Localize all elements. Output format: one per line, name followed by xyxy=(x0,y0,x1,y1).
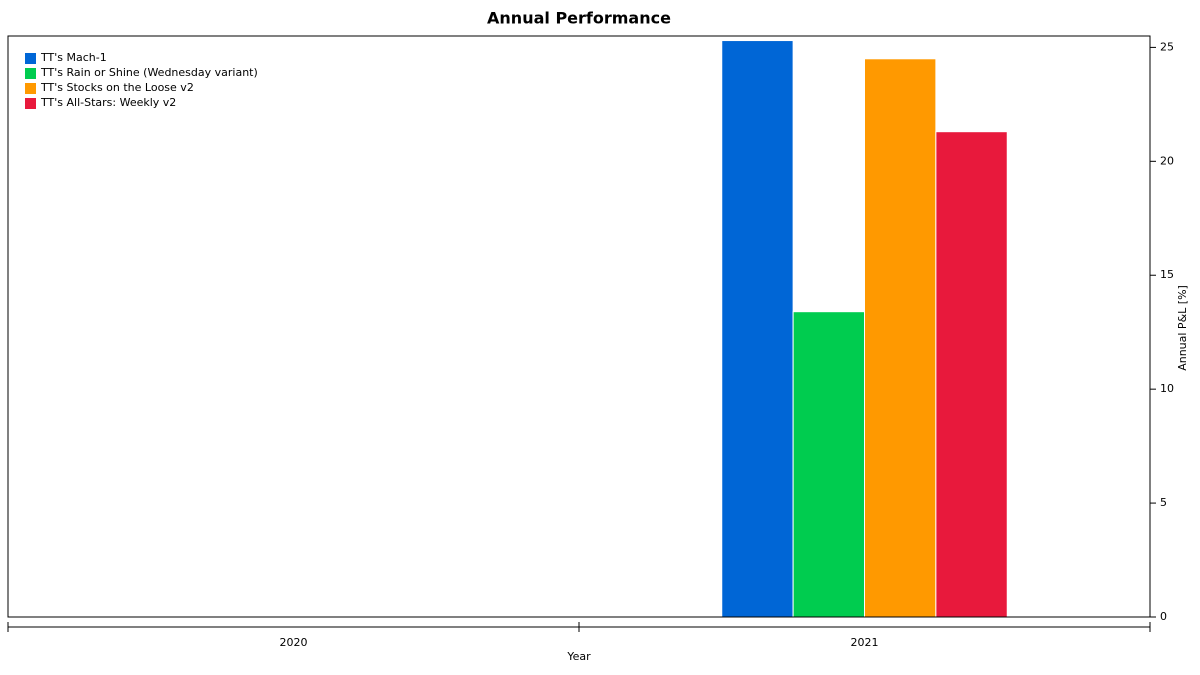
legend-label: TT's Stocks on the Loose v2 xyxy=(40,81,194,94)
legend-label: TT's Rain or Shine (Wednesday variant) xyxy=(40,66,258,79)
legend-swatch xyxy=(25,83,36,94)
chart-title: Annual Performance xyxy=(487,9,671,28)
y-tick-label: 20 xyxy=(1160,154,1174,167)
y-tick-label: 10 xyxy=(1160,382,1174,395)
legend-swatch xyxy=(25,53,36,64)
y-tick-label: 0 xyxy=(1160,610,1167,623)
y-tick-label: 15 xyxy=(1160,268,1174,281)
bar xyxy=(864,58,937,618)
bar xyxy=(935,131,1008,618)
legend-label: TT's Mach-1 xyxy=(40,51,107,64)
y-tick-label: 5 xyxy=(1160,496,1167,509)
bar xyxy=(792,311,865,618)
x-axis-label: Year xyxy=(566,650,591,663)
y-tick-label: 25 xyxy=(1160,40,1174,53)
bar xyxy=(721,40,794,618)
legend-swatch xyxy=(25,68,36,79)
legend-label: TT's All-Stars: Weekly v2 xyxy=(40,96,176,109)
y-axis-label: Annual P&L [%] xyxy=(1176,285,1189,371)
legend-swatch xyxy=(25,98,36,109)
x-tick-label: 2020 xyxy=(280,636,308,649)
x-tick-label: 2021 xyxy=(851,636,879,649)
